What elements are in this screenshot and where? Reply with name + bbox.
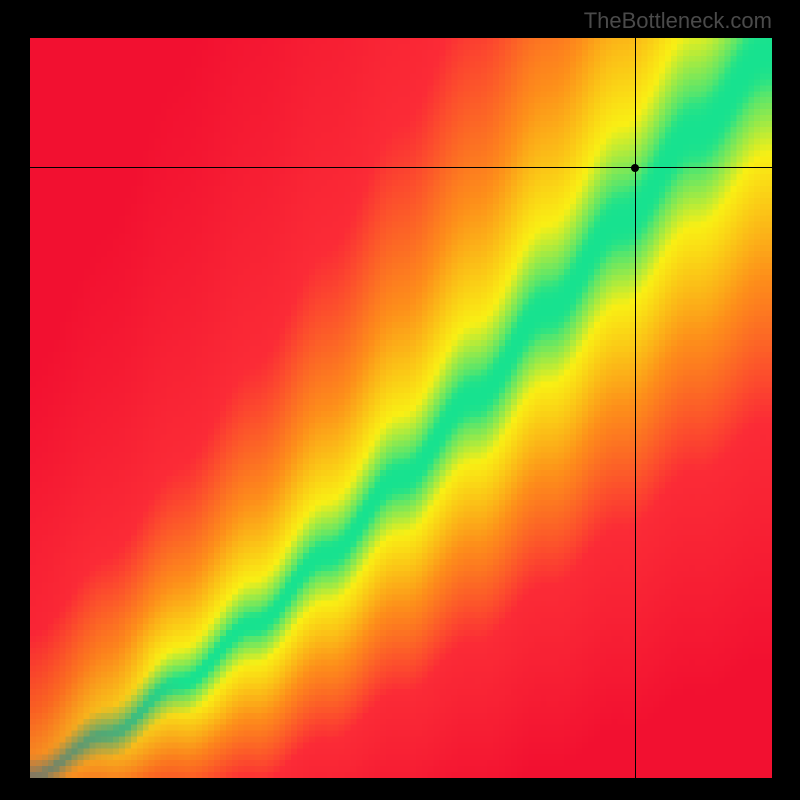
chart-container: TheBottleneck.com xyxy=(0,0,800,800)
bottleneck-heatmap xyxy=(30,38,772,778)
crosshair-horizontal xyxy=(30,167,772,168)
watermark-text: TheBottleneck.com xyxy=(584,8,772,34)
crosshair-vertical xyxy=(635,38,636,778)
